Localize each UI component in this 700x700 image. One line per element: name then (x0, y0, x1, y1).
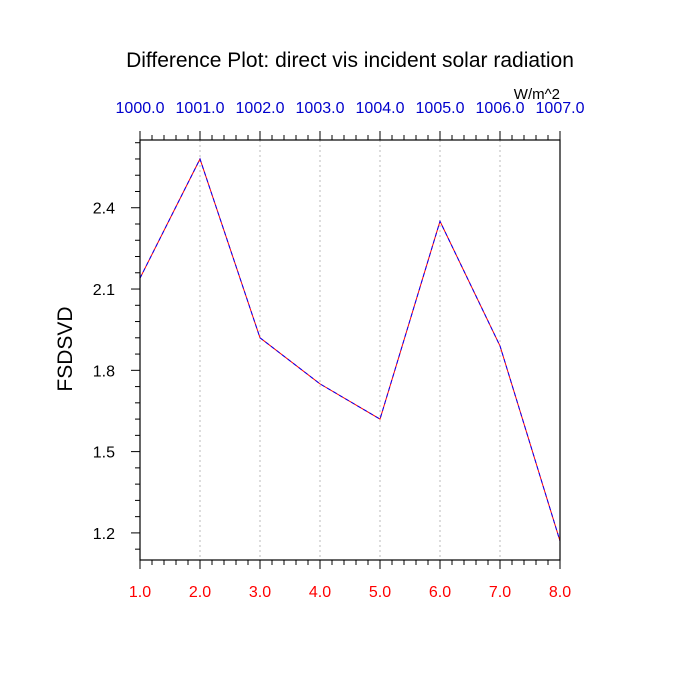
y-tick-label: 2.1 (93, 282, 115, 299)
x-tick-label: 7.0 (489, 584, 511, 601)
top-tick-label: 1006.0 (476, 100, 525, 117)
tick-labels-layer: 1.0 2.0 3.0 4.0 5.0 6.0 7.0 8.0 1000.0 1001.0 1002… (93, 100, 585, 601)
top-tick-label: 1004.0 (356, 100, 405, 117)
y-tick-label: 2.4 (93, 201, 115, 218)
top-tick-label: 1001.0 (176, 100, 225, 117)
y-tick-label: 1.8 (93, 363, 115, 380)
x-tick-label: 4.0 (309, 584, 331, 601)
x-tick-label: 8.0 (549, 584, 571, 601)
top-tick-label: 1007.0 (536, 100, 585, 117)
y-tick-label: 1.2 (93, 526, 115, 543)
x-tick-label: 1.0 (129, 584, 151, 601)
series-line-0-b (139, 157, 561, 542)
grid-layer (199, 140, 501, 560)
chart-title: Difference Plot: direct vis incident sol… (126, 49, 574, 72)
series-line-0-a (139, 157, 561, 542)
y-axis-label: FSDSVD (54, 306, 77, 391)
top-tick-label: 1005.0 (416, 100, 465, 117)
top-tick-label: 1000.0 (116, 100, 165, 117)
y-tick-label: 1.5 (93, 445, 115, 462)
top-tick-label: 1002.0 (236, 100, 285, 117)
x-tick-label: 2.0 (189, 584, 211, 601)
series-layer (139, 157, 561, 542)
ticks-layer (131, 131, 561, 569)
x-tick-label: 6.0 (429, 584, 451, 601)
x-tick-label: 3.0 (249, 584, 271, 601)
plot-frame (139, 139, 561, 561)
x-tick-label: 5.0 (369, 584, 391, 601)
top-tick-label: 1003.0 (296, 100, 345, 117)
units-label: W/m^2 (514, 86, 560, 103)
